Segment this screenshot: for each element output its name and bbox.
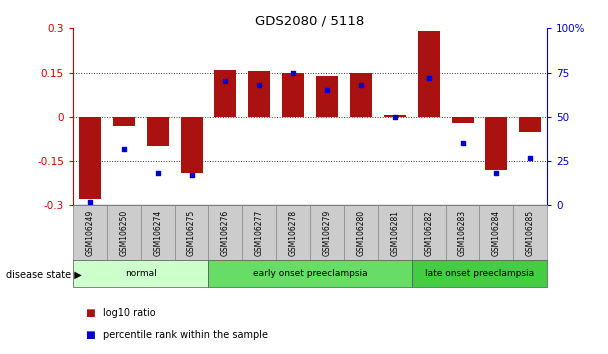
Point — [119, 146, 129, 152]
Text: early onset preeclampsia: early onset preeclampsia — [253, 269, 367, 278]
Bar — [310, 205, 344, 260]
Text: GSM106279: GSM106279 — [322, 210, 331, 256]
Point — [424, 75, 434, 81]
Text: GSM106283: GSM106283 — [458, 210, 467, 256]
Text: percentile rank within the sample: percentile rank within the sample — [103, 330, 268, 339]
Bar — [79, 117, 101, 199]
Point — [153, 171, 162, 176]
Bar — [209, 205, 243, 260]
Bar — [384, 115, 406, 117]
Text: GSM106284: GSM106284 — [492, 210, 501, 256]
Bar — [243, 205, 276, 260]
Bar — [412, 260, 547, 287]
Text: GSM106274: GSM106274 — [153, 210, 162, 256]
Text: GSM106285: GSM106285 — [526, 210, 535, 256]
Point — [491, 171, 501, 176]
Bar — [513, 205, 547, 260]
Bar — [480, 205, 513, 260]
Bar — [73, 205, 107, 260]
Text: late onset preeclampsia: late onset preeclampsia — [425, 269, 534, 278]
Point — [458, 141, 468, 146]
Text: log10 ratio: log10 ratio — [103, 308, 156, 318]
Text: GSM106276: GSM106276 — [221, 210, 230, 256]
Bar — [344, 205, 378, 260]
Text: disease state ▶: disease state ▶ — [6, 269, 82, 279]
Point — [390, 114, 399, 120]
Text: GSM106280: GSM106280 — [356, 210, 365, 256]
Bar — [452, 117, 474, 123]
Text: GSM106281: GSM106281 — [390, 210, 399, 256]
Text: GSM106278: GSM106278 — [289, 210, 298, 256]
Bar — [107, 205, 140, 260]
Point — [187, 172, 196, 178]
Bar — [112, 117, 135, 126]
Text: GSM106249: GSM106249 — [85, 210, 94, 256]
Text: GSM106277: GSM106277 — [255, 210, 264, 256]
Point — [254, 82, 264, 88]
Bar — [73, 260, 209, 287]
Point — [288, 70, 298, 75]
Text: GSM106282: GSM106282 — [424, 210, 433, 256]
Bar — [140, 205, 174, 260]
Title: GDS2080 / 5118: GDS2080 / 5118 — [255, 14, 365, 27]
Bar — [209, 260, 412, 287]
Bar — [215, 70, 237, 117]
Point — [322, 87, 332, 93]
Point — [525, 155, 535, 160]
Bar — [316, 75, 338, 117]
Text: normal: normal — [125, 269, 157, 278]
Bar — [519, 117, 541, 132]
Point — [356, 82, 366, 88]
Bar — [412, 205, 446, 260]
Bar — [350, 73, 372, 117]
Bar — [282, 73, 304, 117]
Text: GSM106250: GSM106250 — [119, 210, 128, 256]
Bar — [378, 205, 412, 260]
Bar — [446, 205, 480, 260]
Bar — [174, 205, 209, 260]
Bar — [248, 71, 271, 117]
Bar — [418, 31, 440, 117]
Bar — [147, 117, 168, 146]
Point — [85, 199, 95, 205]
Bar — [276, 205, 310, 260]
Point — [221, 79, 230, 84]
Text: ■: ■ — [85, 330, 95, 339]
Text: GSM106275: GSM106275 — [187, 210, 196, 256]
Bar — [485, 117, 508, 170]
Bar — [181, 117, 202, 173]
Text: ■: ■ — [85, 308, 95, 318]
